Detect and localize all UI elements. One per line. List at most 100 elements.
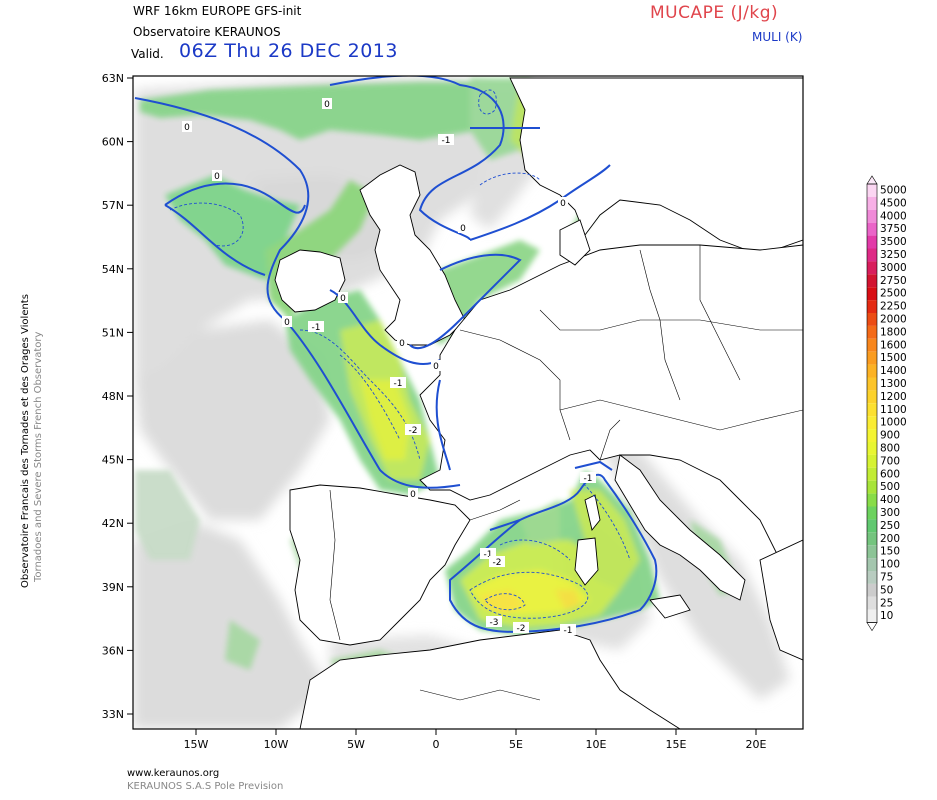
- map-frame: [132, 75, 804, 730]
- lon-tick-label: 5E: [509, 738, 523, 751]
- lon-tick-label: 0: [433, 738, 440, 751]
- contour-label: -1: [442, 136, 451, 146]
- colorbar-swatch: [867, 261, 877, 275]
- contour-label: -1: [564, 626, 573, 636]
- contour-label: 0: [284, 318, 290, 328]
- colorbar-label: 75: [880, 572, 893, 584]
- colorbar-label: 2500: [880, 288, 907, 300]
- contour-label: -1: [584, 474, 593, 484]
- lat-tick-label: 63N: [102, 72, 124, 85]
- colorbar-swatch: [867, 196, 877, 210]
- lat-tick-label: 39N: [102, 581, 124, 594]
- lat-tick-label: 42N: [102, 517, 124, 530]
- lat-tick-label: 51N: [102, 326, 124, 339]
- longitude-axis: 15W 10W 5W 0 5E 10E 15E 20E: [184, 729, 767, 751]
- contour-label: 0: [399, 339, 405, 349]
- lon-tick-label: 15E: [666, 738, 687, 751]
- colorbar-swatch: [867, 377, 877, 391]
- contour-label-box: [438, 134, 454, 145]
- colorbar-label: 4000: [880, 210, 907, 222]
- colorbar-swatch: [867, 558, 877, 571]
- lat-tick-label: 54N: [102, 263, 124, 276]
- colorbar-label: 100: [880, 559, 900, 571]
- colorbar-swatch: [867, 429, 877, 442]
- colorbar-swatch: [867, 596, 877, 610]
- contour-label-box: [513, 622, 529, 633]
- colorbar-swatch: [867, 248, 877, 262]
- colorbar-label: 1400: [880, 365, 907, 377]
- colorbar-swatch: [867, 416, 877, 430]
- contour-label-box: [212, 170, 222, 181]
- lon-tick-label: 15W: [184, 738, 209, 751]
- contour-label-box: [308, 321, 324, 332]
- colorbar-swatch: [867, 364, 877, 378]
- colorbar-label: 200: [880, 533, 900, 545]
- colorbar-swatch: [867, 209, 877, 223]
- valid-label: Valid.: [131, 47, 164, 61]
- colorbar-label: 150: [880, 546, 900, 558]
- colorbar-label: 1200: [880, 391, 907, 403]
- lat-tick-label: 48N: [102, 390, 124, 403]
- contour-label-box: [322, 98, 332, 109]
- colorbar-swatch: [867, 493, 877, 507]
- model-info-text: WRF 16km EUROPE GFS-init: [133, 4, 302, 18]
- lat-tick-label: 60N: [102, 136, 124, 149]
- company-text: KERAUNOS S.A.S Pole Prevision: [127, 781, 284, 792]
- contour-label: -1: [394, 379, 403, 389]
- colorbar-label: 1800: [880, 326, 907, 338]
- contour-label-box: [489, 556, 505, 567]
- contour-label: 0: [340, 294, 346, 304]
- contour-label-box: [558, 197, 568, 208]
- contour-label-box: [338, 292, 348, 303]
- colorbar-swatch: [867, 235, 877, 249]
- colorbar-swatch: [867, 467, 877, 481]
- lon-tick-label: 10W: [264, 738, 289, 751]
- colorbar-swatch: [867, 390, 877, 404]
- colorbar-label: 1000: [880, 417, 907, 429]
- colorbar-swatch: [867, 609, 877, 623]
- field-subtitle: MULI (K): [752, 30, 803, 44]
- colorbar-label: 1600: [880, 339, 907, 351]
- colorbar-swatch: [867, 184, 877, 197]
- colorbar-label: 3500: [880, 236, 907, 248]
- colorbar-swatch: [867, 442, 877, 455]
- colorbar-label: 3750: [880, 223, 907, 235]
- colorbar-swatch: [867, 287, 877, 301]
- colorbar-label: 300: [880, 507, 900, 519]
- lon-tick-label: 5W: [347, 738, 365, 751]
- contour-label-box: [486, 616, 502, 627]
- colorbar-swatch: [867, 519, 877, 533]
- contour-label: 0: [460, 224, 466, 234]
- colorbar-swatch: [867, 338, 877, 352]
- map-area: [133, 76, 803, 729]
- contour-label: 0: [184, 123, 190, 133]
- colorbar-bottom-arrow: [866, 622, 878, 632]
- colorbar-label: 25: [880, 597, 893, 609]
- colorbar: 5000450040003750350032503000275025002250…: [866, 175, 907, 632]
- contour-label-box: [182, 121, 192, 132]
- colorbar-label: 2000: [880, 314, 907, 326]
- lat-tick-label: 33N: [102, 708, 124, 721]
- contour-label: -1: [484, 550, 493, 560]
- colorbar-swatch: [867, 403, 877, 417]
- contour-label: -1: [312, 323, 321, 333]
- colorbar-label: 3000: [880, 262, 907, 274]
- colorbar-swatch: [867, 351, 877, 365]
- colorbar-swatch: [867, 300, 877, 313]
- colorbar-label: 10: [880, 610, 893, 622]
- colorbar-swatch: [867, 545, 877, 559]
- contour-label-box: [458, 222, 468, 233]
- contour-label-box: [397, 337, 407, 348]
- colorbar-swatch: [867, 532, 877, 546]
- colorbar-label: 400: [880, 494, 900, 506]
- colorbar-swatch: [867, 454, 877, 468]
- colorbar-label: 900: [880, 430, 900, 442]
- colorbar-swatch: [867, 480, 877, 494]
- field-title: MUCAPE (J/kg): [650, 3, 779, 23]
- contour-label-box: [282, 316, 292, 327]
- contour-label: -2: [409, 426, 418, 436]
- colorbar-label: 2250: [880, 301, 907, 313]
- contour-label: 0: [560, 199, 566, 209]
- lat-tick-label: 57N: [102, 199, 124, 212]
